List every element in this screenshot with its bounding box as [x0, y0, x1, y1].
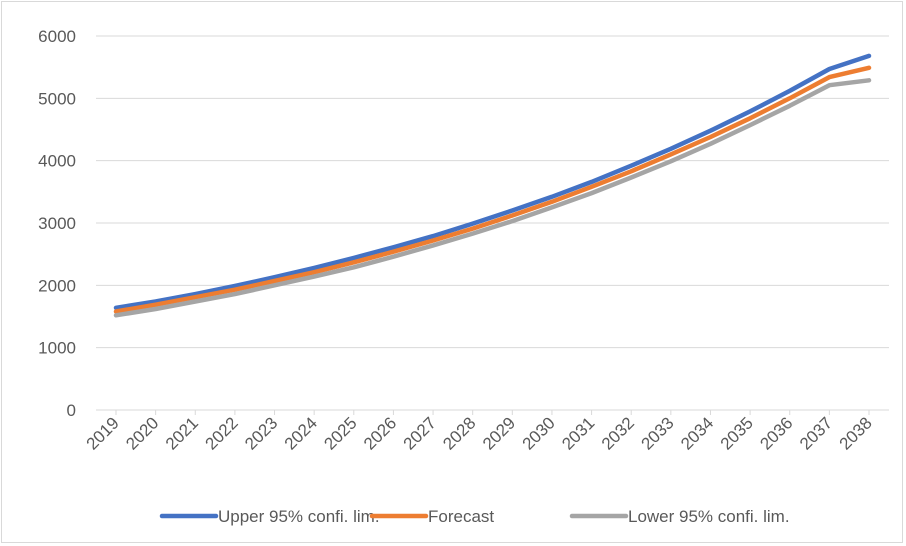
series-lines — [113, 53, 872, 318]
x-tick-label: 2027 — [400, 413, 440, 453]
x-tick-label: 2035 — [717, 413, 757, 453]
x-tick-label: 2030 — [519, 413, 559, 453]
x-tick-label: 2020 — [122, 413, 162, 453]
x-tick-label: 2034 — [677, 413, 717, 453]
y-tick-label: 4000 — [38, 152, 76, 171]
y-tick-label: 3000 — [38, 214, 76, 233]
y-tick-label: 6000 — [38, 27, 76, 46]
legend-label-1: Upper 95% confi. lim. — [218, 507, 380, 526]
legend-label-3: Lower 95% confi. lim. — [628, 507, 790, 526]
x-tick-label: 2026 — [360, 413, 400, 453]
legend-label-2: Forecast — [428, 507, 494, 526]
gridlines — [96, 35, 889, 349]
series-line-1 — [113, 53, 872, 311]
x-tick-label: 2022 — [202, 413, 242, 453]
x-tick-label: 2032 — [598, 413, 638, 453]
x-tick-label: 2037 — [796, 413, 836, 453]
x-tick-label: 2036 — [756, 413, 796, 453]
y-tick-label: 2000 — [38, 276, 76, 295]
y-tick-label: 5000 — [38, 89, 76, 108]
series-line-2 — [113, 65, 872, 314]
x-tick-label: 2021 — [162, 413, 202, 453]
x-tick-label: 2019 — [83, 413, 123, 453]
x-tick-label: 2033 — [637, 413, 677, 453]
legend: Upper 95% confi. lim. Forecast Lower 95% c… — [159, 507, 790, 526]
x-tick-label: 2028 — [439, 413, 479, 453]
x-tick-label: 2031 — [558, 413, 598, 453]
series-line-3 — [113, 78, 872, 318]
y-tick-label: 0 — [67, 401, 76, 420]
x-tick-label: 2025 — [320, 413, 360, 453]
x-tick-label: 2024 — [281, 413, 321, 453]
x-tick-label: 2038 — [836, 413, 876, 453]
x-tick-label: 2023 — [241, 413, 281, 453]
y-tick-label: 1000 — [38, 339, 76, 358]
x-tick-label: 2029 — [479, 413, 519, 453]
